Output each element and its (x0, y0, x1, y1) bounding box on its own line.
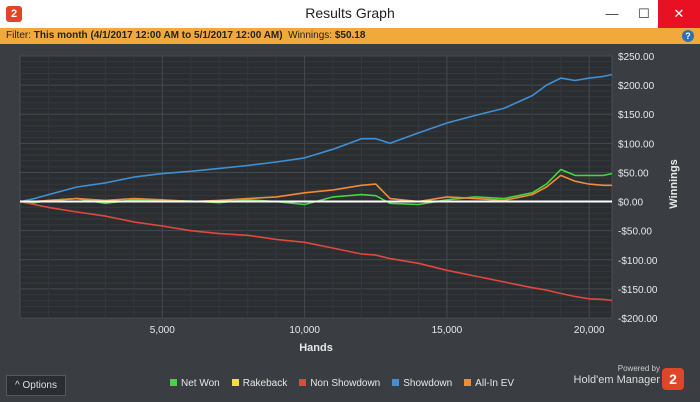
y-tick-label: $150.00 (618, 110, 655, 121)
y-tick-label: $0.00 (618, 198, 643, 209)
legend-label: Net Won (181, 378, 220, 389)
legend-item[interactable]: Net Won (170, 378, 220, 389)
product-name: Hold'em Manager (573, 374, 660, 386)
close-button[interactable]: ✕ (658, 0, 700, 28)
legend-item[interactable]: Showdown (392, 378, 452, 389)
brand-block: Powered by Hold'em Manager (570, 364, 660, 386)
filter-label: Filter: (6, 30, 31, 41)
help-icon[interactable]: ? (682, 30, 694, 42)
title-bar: 2 Results Graph — ☐ ✕ (0, 0, 700, 28)
legend-label: Non Showdown (310, 378, 381, 389)
plot-area (19, 55, 613, 319)
winnings-value: $50.18 (334, 30, 366, 41)
series-line-showdown (19, 73, 613, 203)
hem-logo-icon: 2 (6, 6, 22, 22)
y-tick-label: -$100.00 (618, 256, 658, 267)
legend-swatch (231, 379, 239, 386)
y-tick-label: -$150.00 (618, 285, 658, 296)
y-tick-label: $250.00 (618, 52, 655, 63)
legend-swatch (464, 379, 472, 386)
x-axis-label: Hands (299, 342, 333, 354)
y-axis-label: Winnings (668, 159, 680, 208)
x-tick-label: 10,000 (289, 325, 320, 336)
y-tick-label: $50.00 (618, 168, 649, 179)
minimize-button[interactable]: — (605, 6, 619, 21)
legend-label: Rakeback (242, 378, 288, 389)
y-tick-label: $200.00 (618, 81, 655, 92)
options-button[interactable]: ^ Options (6, 375, 66, 396)
series-line-all-in-ev (20, 174, 612, 203)
chart-legend: Net Won Rakeback Non Showdown Showdown All-I… (170, 378, 526, 389)
series-line-non-showdown (19, 200, 613, 302)
x-tick-label: 20,000 (574, 325, 605, 336)
legend-label: Showdown (403, 378, 453, 389)
legend-label: All-In EV (475, 378, 515, 389)
filter-bar: Filter: This month (4/1/2017 12:00 AM to… (0, 28, 700, 44)
hem-brand-logo-icon: 2 (662, 368, 684, 390)
maximize-button[interactable]: ☐ (638, 6, 650, 21)
results-chart: $250.00 $200.00 $150.00 $100.00 $50.00 $0.00 -… (19, 52, 680, 354)
powered-by-text: Powered by (617, 364, 660, 373)
window-title: Results Graph (305, 5, 395, 21)
filter-value[interactable]: This month (4/1/2017 12:00 AM to 5/1/201… (33, 30, 283, 41)
legend-swatch (299, 379, 307, 386)
y-tick-label: -$200.00 (618, 314, 658, 325)
x-tick-label: 5,000 (150, 325, 175, 336)
legend-item[interactable]: Rakeback (231, 378, 288, 389)
winnings-label: Winnings: (288, 30, 333, 41)
legend-item[interactable]: Non Showdown (299, 378, 380, 389)
y-tick-label: $100.00 (618, 139, 655, 150)
x-tick-label: 15,000 (432, 325, 463, 336)
legend-swatch (170, 379, 177, 386)
y-tick-label: -$50.00 (618, 227, 652, 238)
legend-swatch (392, 379, 400, 386)
legend-item[interactable]: All-In EV (464, 378, 514, 389)
